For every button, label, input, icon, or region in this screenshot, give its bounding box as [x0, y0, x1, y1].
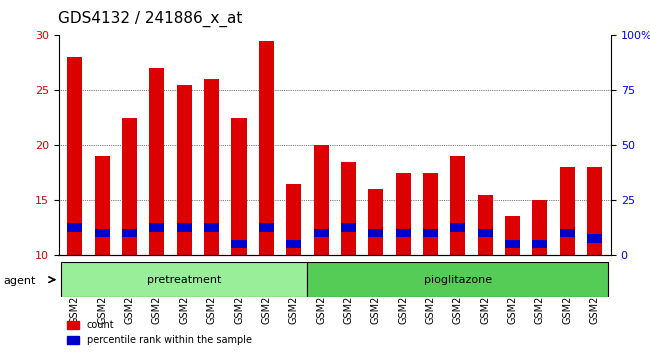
Bar [369, 229, 383, 237]
Bar [95, 156, 110, 255]
Bar [68, 57, 83, 255]
Bar [177, 85, 192, 255]
Bar [560, 229, 575, 237]
Bar [231, 118, 246, 255]
Bar [423, 172, 438, 255]
Bar [231, 240, 246, 248]
Legend: count, percentile rank within the sample: count, percentile rank within the sample [63, 316, 255, 349]
Bar [396, 229, 411, 237]
Bar [177, 223, 192, 232]
Bar [259, 41, 274, 255]
Bar [505, 216, 520, 255]
Bar [286, 240, 301, 248]
Bar [532, 200, 547, 255]
Bar [341, 161, 356, 255]
Bar [450, 156, 465, 255]
Bar [478, 194, 493, 255]
Bar [286, 183, 301, 255]
Text: GDS4132 / 241886_x_at: GDS4132 / 241886_x_at [58, 10, 243, 27]
Bar [341, 223, 356, 232]
Bar [95, 229, 110, 237]
Bar [560, 167, 575, 255]
Bar [396, 172, 411, 255]
Text: pretreatment: pretreatment [147, 275, 222, 285]
Text: agent: agent [3, 276, 36, 286]
Text: pioglitazone: pioglitazone [424, 275, 492, 285]
Bar [307, 262, 608, 297]
Bar [150, 68, 164, 255]
Bar [532, 240, 547, 248]
Bar [122, 229, 137, 237]
Bar [313, 145, 329, 255]
Bar [587, 167, 602, 255]
Bar [204, 79, 219, 255]
Bar [505, 240, 520, 248]
Bar [68, 223, 83, 232]
Bar [423, 229, 438, 237]
Bar [587, 234, 602, 243]
Bar [61, 262, 307, 297]
Bar [259, 223, 274, 232]
Bar [150, 223, 164, 232]
Bar [478, 229, 493, 237]
Bar [450, 223, 465, 232]
Bar [369, 189, 383, 255]
Bar [122, 118, 137, 255]
Bar [204, 223, 219, 232]
Bar [313, 229, 329, 237]
